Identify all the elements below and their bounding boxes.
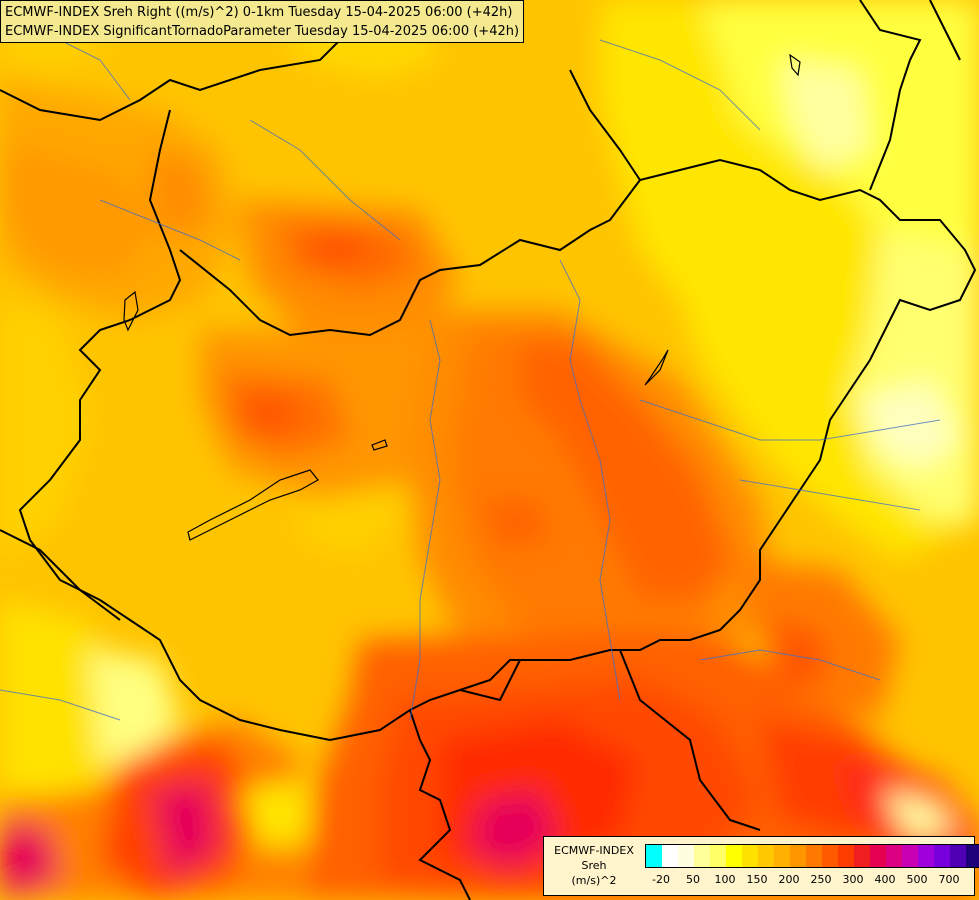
legend-swatch [854, 845, 870, 867]
title-line-sreh: ECMWF-INDEX Sreh Right ((m/s)^2) 0-1km T… [5, 5, 513, 20]
legend-swatch [742, 845, 758, 867]
legend-swatch [966, 845, 979, 867]
legend-tick-label: -20 [652, 873, 670, 886]
legend-swatches [645, 844, 979, 868]
legend-labels: -20 50 100 150 200 250 300 400 500 700 [645, 873, 975, 889]
legend-tick-label: 50 [686, 873, 700, 886]
legend-tick-label: 250 [810, 873, 832, 886]
legend-swatch [790, 845, 806, 867]
title-line-stp: ECMWF-INDEX SignificantTornadoParameter … [5, 24, 520, 39]
legend-swatch [934, 845, 950, 867]
map-title: ECMWF-INDEX Sreh Right ((m/s)^2) 0-1km T… [0, 0, 525, 43]
legend-title-unit: (m/s)^2 [571, 874, 617, 887]
legend-swatch [822, 845, 838, 867]
legend-tick-label: 200 [778, 873, 800, 886]
legend-swatch [950, 845, 966, 867]
legend-swatch [918, 845, 934, 867]
legend-swatch [902, 845, 918, 867]
lakes [123, 53, 801, 541]
legend-swatch [694, 845, 710, 867]
legend-swatch [678, 845, 694, 867]
legend-title-model: ECMWF-INDEX [554, 844, 634, 857]
legend-swatch [838, 845, 854, 867]
legend-tick-label: 100 [714, 873, 736, 886]
rivers [0, 39, 941, 721]
legend-tick-label: 150 [746, 873, 768, 886]
legend-tick-label: 700 [938, 873, 960, 886]
legend-title: ECMWF-INDEX Sreh (m/s)^2 [544, 843, 644, 888]
legend-swatch [870, 845, 886, 867]
legend-tick-label: 300 [842, 873, 864, 886]
legend-swatch [726, 845, 742, 867]
legend-title-param: Sreh [581, 859, 607, 872]
legend-swatch [710, 845, 726, 867]
legend-tick-label: 500 [906, 873, 928, 886]
legend-swatch [662, 845, 678, 867]
color-legend: ECMWF-INDEX Sreh (m/s)^2 -20 50 100 150 200 2… [543, 836, 979, 896]
legend-swatch [806, 845, 822, 867]
legend-tick-label: 400 [874, 873, 896, 886]
legend-swatch [646, 845, 662, 867]
legend-swatch [758, 845, 774, 867]
legend-swatch [774, 845, 790, 867]
legend-swatch [886, 845, 902, 867]
